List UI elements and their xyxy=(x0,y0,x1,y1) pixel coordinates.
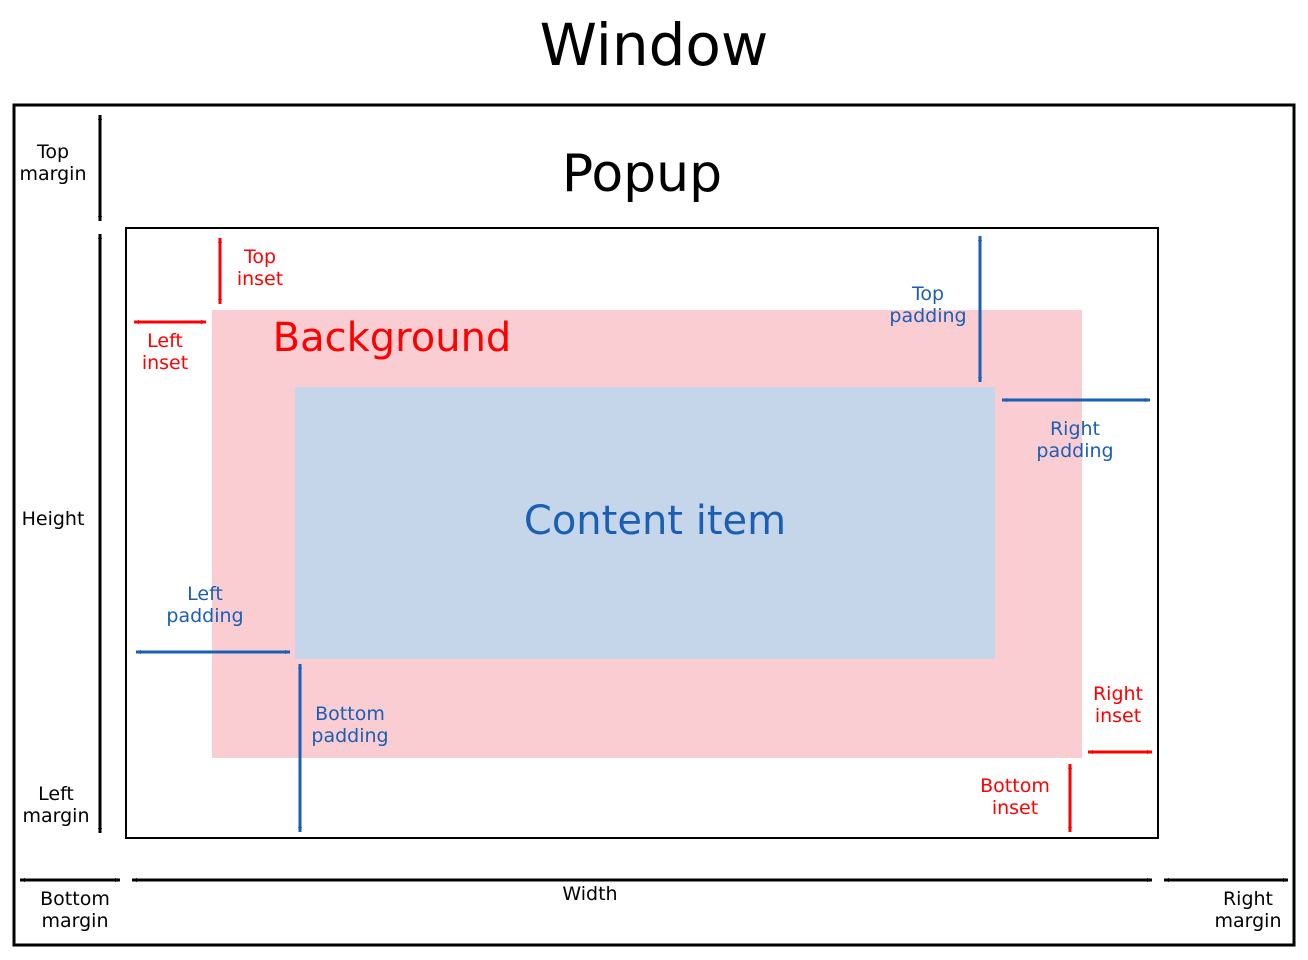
bottom-margin-label: Bottommargin xyxy=(40,888,110,932)
background-title: Background xyxy=(273,315,512,361)
top-inset-label: Topinset xyxy=(237,246,283,290)
bottom-inset-label: Bottominset xyxy=(980,775,1050,819)
width-label: Width xyxy=(562,883,617,905)
left-inset-label: Leftinset xyxy=(142,330,188,374)
right-margin-label: Rightmargin xyxy=(1214,888,1281,932)
height-label: Height xyxy=(22,508,85,530)
content-title: Content item xyxy=(524,498,786,544)
top-margin-label: Topmargin xyxy=(19,141,86,185)
top-padding-label: Toppadding xyxy=(889,283,966,327)
bottom-padding-label: Bottompadding xyxy=(311,703,388,747)
diagram-canvas: Window PopupBackgroundContent itemTopmar… xyxy=(0,0,1308,960)
diagram-svg: Popup Background Content item Topmargin Heig… xyxy=(0,0,1308,960)
left-margin-label: Leftmargin xyxy=(22,783,89,827)
popup-title: Popup xyxy=(562,144,722,204)
right-inset-label: Rightinset xyxy=(1093,683,1143,727)
